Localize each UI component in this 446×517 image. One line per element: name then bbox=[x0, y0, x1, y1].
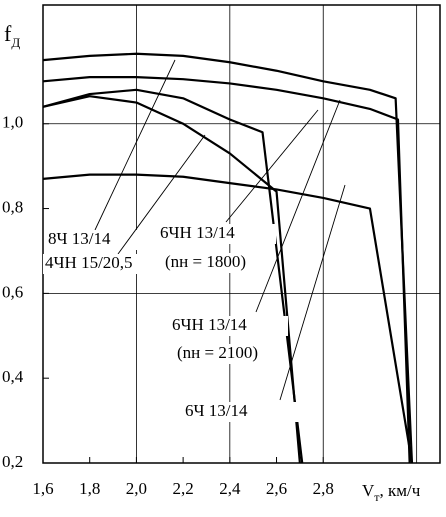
series-label: 4ЧН 15/20,5 bbox=[45, 253, 133, 272]
line bbox=[42, 75, 411, 464]
y-tick-label: 0,6 bbox=[2, 282, 23, 301]
x-tick-label: 2,8 bbox=[313, 479, 334, 498]
leader-line bbox=[255, 99, 341, 313]
label-bg bbox=[43, 254, 161, 274]
y-tick-label: 0,2 bbox=[2, 452, 23, 471]
x-tick-label: 2,2 bbox=[172, 479, 193, 498]
line bbox=[42, 95, 301, 464]
x-tick-label: 2,0 bbox=[126, 479, 147, 498]
leader-line bbox=[279, 184, 346, 401]
label-bg bbox=[183, 402, 301, 422]
leader-line bbox=[117, 134, 206, 255]
x-tick-label: 2,6 bbox=[266, 479, 287, 498]
line bbox=[42, 52, 414, 464]
line bbox=[42, 88, 304, 464]
y-axis-label: fД bbox=[4, 21, 20, 50]
x-axis-label: Vт, км/ч bbox=[362, 481, 421, 504]
series-label: 8Ч 13/14 bbox=[48, 229, 111, 248]
label-bg bbox=[175, 344, 270, 364]
label-bg bbox=[163, 253, 258, 273]
label-bg bbox=[46, 230, 164, 250]
line bbox=[42, 173, 414, 464]
series-label: 6ЧН 13/14 bbox=[160, 223, 235, 242]
y-tick-label: 0,8 bbox=[2, 197, 23, 216]
y-tick-label: 0,4 bbox=[2, 367, 24, 386]
x-tick-label: 1,6 bbox=[32, 479, 53, 498]
series-label: (nн = 1800) bbox=[165, 252, 246, 271]
x-tick-label: 1,8 bbox=[79, 479, 100, 498]
leader-line bbox=[225, 109, 319, 223]
y-tick-label: 1,0 bbox=[2, 113, 23, 132]
leader-line bbox=[94, 59, 176, 231]
plot-frame bbox=[42, 4, 441, 464]
series-label: 6Ч 13/14 bbox=[185, 401, 248, 420]
x-tick-label: 2,4 bbox=[219, 479, 241, 498]
label-bg bbox=[170, 316, 288, 336]
series-label: (nн = 2100) bbox=[177, 343, 258, 362]
series-label: 6ЧН 13/14 bbox=[172, 315, 247, 334]
label-bg bbox=[158, 224, 276, 244]
